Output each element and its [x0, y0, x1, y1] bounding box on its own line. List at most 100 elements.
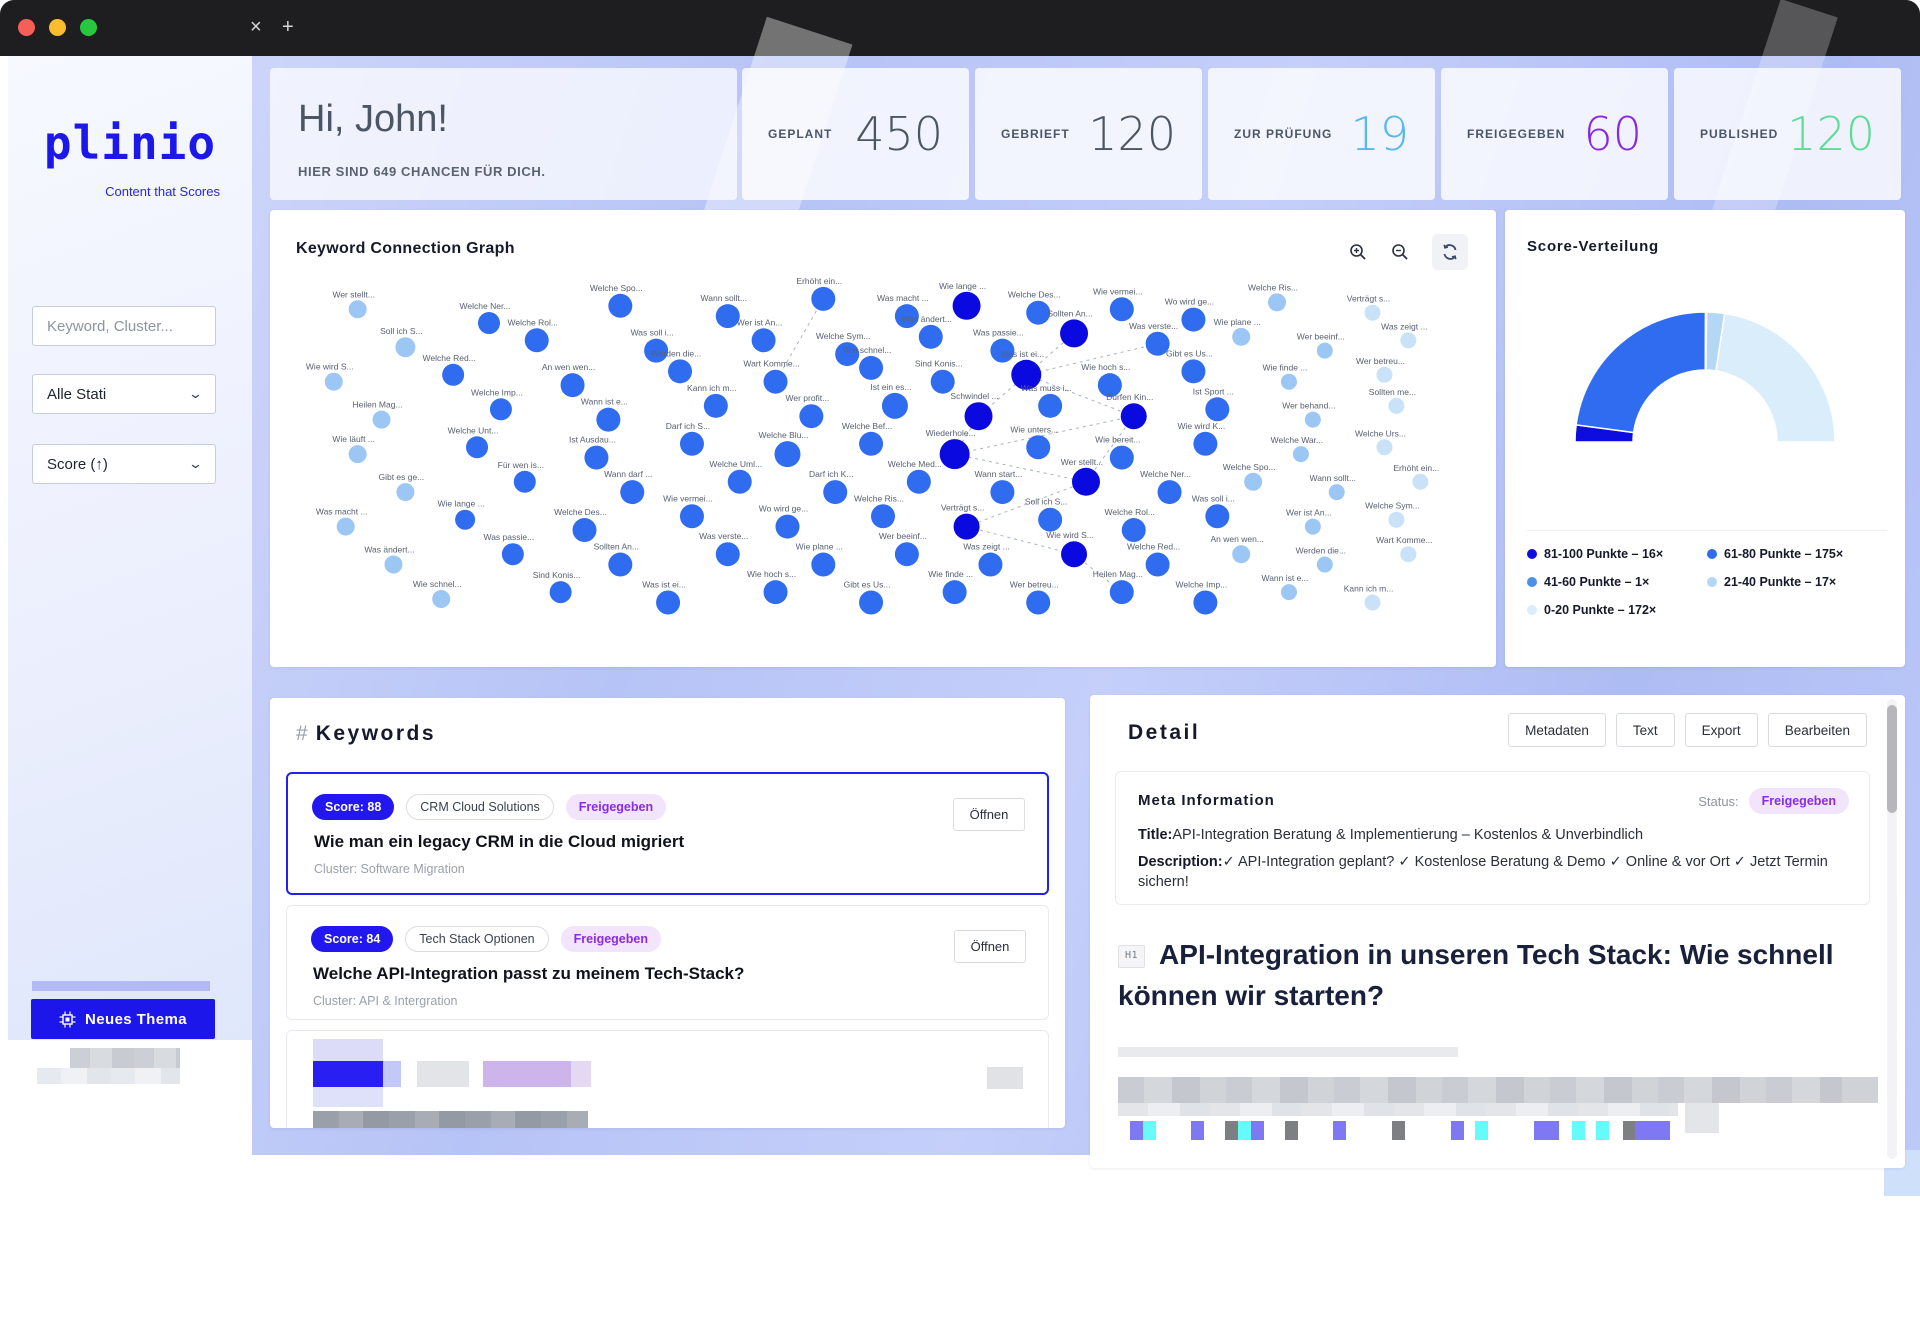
graph-node[interactable]	[1157, 480, 1182, 505]
graph-node[interactable]	[1364, 594, 1381, 611]
keyword-card[interactable]: Score: 84 Tech Stack Optionen Freigegeben W…	[286, 905, 1049, 1020]
graph-node[interactable]	[608, 293, 633, 318]
scrollbar-thumb[interactable]	[1887, 705, 1897, 813]
graph-node[interactable]	[384, 555, 403, 574]
graph-node[interactable]	[953, 513, 980, 540]
graph-node[interactable]	[978, 552, 1003, 577]
graph-node[interactable]	[1097, 373, 1122, 398]
graph-node[interactable]	[939, 439, 970, 470]
keyword-graph-plot[interactable]: Wer stellt... Welche Ner... Welche Spo... W…	[286, 278, 1480, 653]
graph-node[interactable]	[432, 590, 451, 609]
window-zoom-button[interactable]	[80, 19, 97, 36]
metadaten-button[interactable]: Metadaten	[1508, 713, 1606, 747]
tab-close-icon[interactable]: ×	[250, 16, 262, 38]
graph-node[interactable]	[1400, 332, 1417, 349]
graph-node[interactable]	[727, 469, 752, 494]
graph-node[interactable]	[859, 431, 884, 456]
graph-node[interactable]	[524, 328, 549, 353]
new-tab-icon[interactable]: +	[282, 16, 294, 38]
graph-node[interactable]	[584, 445, 609, 470]
bearbeiten-button[interactable]: Bearbeiten	[1767, 713, 1867, 747]
graph-node[interactable]	[1304, 518, 1321, 535]
graph-node[interactable]	[1109, 445, 1134, 470]
graph-node[interactable]	[823, 480, 848, 505]
graph-node[interactable]	[1026, 435, 1051, 460]
graph-node[interactable]	[1181, 307, 1206, 332]
graph-node[interactable]	[811, 552, 836, 577]
graph-node[interactable]	[1232, 327, 1251, 346]
text-button[interactable]: Text	[1615, 713, 1675, 747]
graph-node[interactable]	[1205, 504, 1230, 529]
graph-node[interactable]	[572, 518, 597, 543]
graph-node[interactable]	[1120, 403, 1147, 430]
graph-node[interactable]	[489, 398, 512, 421]
graph-node[interactable]	[881, 392, 908, 419]
graph-node[interactable]	[894, 542, 919, 567]
graph-node[interactable]	[811, 286, 836, 311]
graph-node[interactable]	[1388, 511, 1405, 528]
search-input[interactable]	[47, 317, 201, 335]
graph-node[interactable]	[859, 355, 884, 380]
graph-node[interactable]	[1244, 472, 1263, 491]
graph-node[interactable]	[560, 373, 585, 398]
graph-node[interactable]	[964, 402, 993, 431]
graph-node[interactable]	[1181, 359, 1206, 384]
graph-node[interactable]	[918, 324, 943, 349]
graph-node[interactable]	[1193, 431, 1218, 456]
graph-node[interactable]	[668, 359, 693, 384]
graph-node[interactable]	[1412, 473, 1429, 490]
graph-node[interactable]	[477, 312, 500, 335]
graph-node[interactable]	[513, 470, 536, 493]
graph-node[interactable]	[1280, 584, 1297, 601]
graph-node[interactable]	[1193, 590, 1218, 615]
graph-node[interactable]	[1145, 331, 1170, 356]
graph-node[interactable]	[1109, 297, 1134, 322]
open-button[interactable]: Öffnen	[954, 930, 1026, 963]
export-button[interactable]: Export	[1684, 713, 1758, 747]
graph-node[interactable]	[715, 304, 740, 329]
zoom-out-icon[interactable]	[1382, 234, 1418, 270]
graph-node[interactable]	[952, 291, 981, 320]
graph-node[interactable]	[1038, 393, 1063, 418]
graph-node[interactable]	[763, 369, 788, 394]
graph-node[interactable]	[1400, 546, 1417, 563]
open-button[interactable]: Öffnen	[953, 798, 1025, 831]
graph-node[interactable]	[1205, 397, 1230, 422]
graph-node[interactable]	[1316, 342, 1333, 359]
graph-node[interactable]	[1026, 590, 1051, 615]
graph-node[interactable]	[1388, 397, 1405, 414]
graph-node[interactable]	[324, 372, 343, 391]
graph-node[interactable]	[1304, 411, 1321, 428]
graph-node[interactable]	[1316, 556, 1333, 573]
graph-node[interactable]	[799, 404, 824, 429]
graph-node[interactable]	[679, 504, 704, 529]
graph-node[interactable]	[894, 304, 919, 329]
graph-node[interactable]	[1061, 541, 1088, 568]
graph-node[interactable]	[859, 590, 884, 615]
keyword-card-selected[interactable]: Score: 88 CRM Cloud Solutions Freigegeben W…	[286, 772, 1049, 895]
graph-node[interactable]	[1109, 580, 1134, 605]
graph-node[interactable]	[775, 514, 800, 539]
graph-node[interactable]	[990, 338, 1015, 363]
graph-node[interactable]	[455, 509, 476, 530]
graph-node[interactable]	[871, 504, 895, 529]
zoom-in-icon[interactable]	[1340, 234, 1376, 270]
graph-node[interactable]	[990, 480, 1015, 505]
graph-node[interactable]	[348, 445, 367, 464]
graph-node[interactable]	[1376, 439, 1393, 456]
window-minimize-button[interactable]	[49, 19, 66, 36]
graph-node[interactable]	[1292, 446, 1309, 463]
graph-node[interactable]	[620, 480, 645, 505]
graph-node[interactable]	[501, 543, 524, 566]
graph-node[interactable]	[1071, 467, 1100, 496]
graph-node[interactable]	[372, 410, 391, 429]
status-filter-select[interactable]: Alle Stati ⌄	[32, 374, 216, 414]
graph-node[interactable]	[442, 363, 465, 386]
graph-node[interactable]	[835, 342, 860, 367]
graph-node[interactable]	[396, 483, 415, 502]
graph-node[interactable]	[1121, 518, 1146, 543]
graph-node[interactable]	[644, 338, 669, 363]
graph-node[interactable]	[1328, 484, 1345, 501]
graph-node[interactable]	[1268, 293, 1287, 312]
graph-node[interactable]	[1376, 366, 1393, 383]
